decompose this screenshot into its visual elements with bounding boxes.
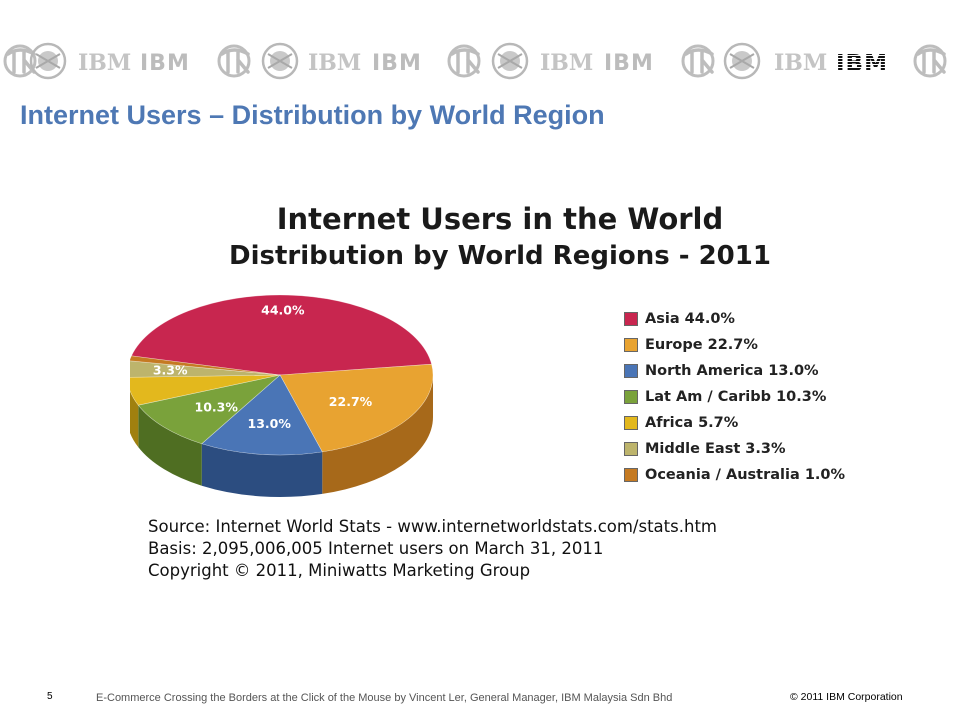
legend-swatch [624,468,638,482]
legend-label: Europe 22.7% [645,337,758,353]
legend-item: Oceania / Australia 1.0% [624,462,845,488]
chart-title: Internet Users in the World [276,202,724,236]
pie-plot: 44.0%22.7%13.0%10.3%5.7%3.3%1.0% [130,294,434,497]
pie-data-label: 22.7% [329,394,373,409]
page-number: 5 [47,691,53,702]
chart-subtitle: Distribution by World Regions - 2011 [229,241,771,271]
legend-label: Lat Am / Caribb 10.3% [645,389,827,405]
pie-slice [130,374,281,406]
pie-data-label: 44.0% [261,303,305,318]
pie-slice-side [322,375,433,494]
ctr-monogram-logo [3,44,37,78]
pie-slice [201,374,323,456]
ibm-wordmark-logo: IBM [604,51,654,76]
legend-swatch [624,338,638,352]
svg-text:IBM: IBM [140,51,190,76]
logo-strip-graphic: IBM IBM IBM IBM IBM IBM IBM IBM [3,42,947,80]
svg-text:IBM: IBM [372,51,422,76]
pie-slice [137,374,282,445]
legend-label: Africa 5.7% [645,415,739,431]
legend-item: Lat Am / Caribb 10.3% [624,384,845,410]
ctr-monogram-logo [447,44,481,78]
legend-item: Africa 5.7% [624,410,845,436]
business-machines-seal-logo [723,42,761,80]
legend-label: Asia 44.0% [645,311,735,327]
slide-title: Internet Users – Distribution by World R… [20,100,605,130]
svg-text:IBM: IBM [604,51,654,76]
pie-slice [130,360,281,378]
pie-data-label: 10.3% [195,399,239,414]
legend-swatch [624,312,638,326]
pie-slice [130,355,281,376]
pie-slice-side [138,405,202,486]
pie-sides [130,375,433,497]
legend-item: Asia 44.0% [624,306,845,332]
ibm-wordmark-logo: IBM [308,50,361,76]
ibm-wordmark-logo: IBM [372,51,422,76]
ibm-wordmark-logo: IBM [78,50,131,76]
legend-item: Europe 22.7% [624,332,845,358]
legend-swatch [624,442,638,456]
legend-label: North America 13.0% [645,363,819,379]
ctr-monogram-logo [681,44,715,78]
chart-source: Source: Internet World Stats - www.inter… [148,516,717,582]
footer-copyright: © 2011 IBM Corporation [790,691,903,703]
legend-label: Middle East 3.3% [645,441,786,457]
legend-swatch [624,416,638,430]
ibm-logo-strip: IBM IBM IBM IBM IBM IBM IBM IBM [0,38,960,84]
copyright-line: Copyright © 2011, Miniwatts Marketing Gr… [148,561,531,580]
legend-swatch [624,364,638,378]
pie-chart: Internet Users in the World Distribution… [130,190,870,600]
ctr-monogram-logo [217,44,251,78]
ibm-wordmark-logo: IBM [774,50,827,76]
svg-text:IBM: IBM [774,50,827,76]
svg-text:IBM: IBM [78,50,131,76]
pie-slice [130,294,432,376]
business-machines-seal-logo [491,42,529,80]
ibm-wordmark-logo: IBM [540,50,593,76]
ibm-wordmark-logo: IBM [834,51,896,77]
legend-item: Middle East 3.3% [624,436,845,462]
pie-slice-side [130,390,139,448]
chart-legend: Asia 44.0% Europe 22.7% North America 13.0… [624,306,845,488]
business-machines-seal-logo [261,42,299,80]
legend-label: Oceania / Australia 1.0% [645,467,846,483]
svg-text:IBM: IBM [308,50,361,76]
pie-data-label: 3.3% [153,363,188,378]
legend-swatch [624,390,638,404]
ctr-monogram-logo [913,44,947,78]
pie-slices [130,294,434,456]
svg-text:IBM: IBM [540,50,593,76]
pie-slice [279,363,434,453]
basis-line: Basis: 2,095,006,005 Internet users on M… [148,539,604,558]
footer-presentation-title: E-Commerce Crossing the Borders at the C… [96,692,673,704]
pie-data-labels: 44.0%22.7%13.0%10.3%5.7%3.3%1.0% [153,303,373,432]
pie-slice-side [201,443,323,497]
ibm-wordmark-logo: IBM [140,51,190,76]
chart-title-block: Internet Users in the World Distribution… [130,200,870,274]
business-machines-seal-logo [29,42,67,80]
source-line: Source: Internet World Stats - www.inter… [148,517,717,536]
legend-item: North America 13.0% [624,358,845,384]
pie-data-label: 13.0% [248,416,292,431]
